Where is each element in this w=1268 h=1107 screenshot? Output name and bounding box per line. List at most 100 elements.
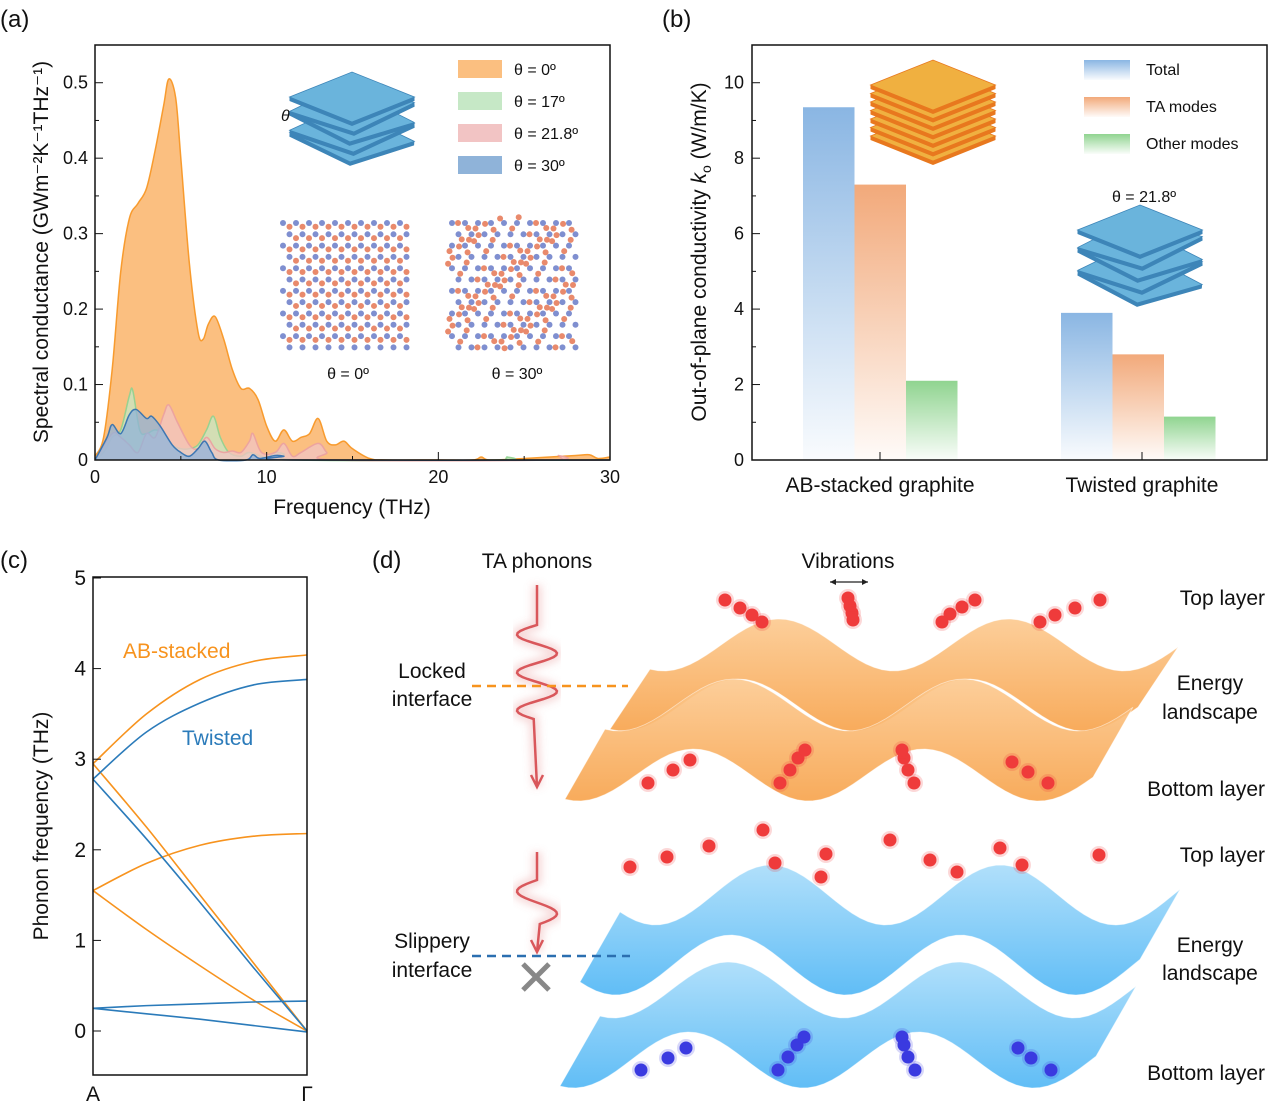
atom-blue bbox=[286, 231, 293, 238]
atom-blue bbox=[345, 287, 351, 294]
atom-orange bbox=[507, 242, 513, 249]
atom-blue bbox=[475, 310, 481, 317]
atom-blue bbox=[566, 287, 572, 294]
atom-orange bbox=[351, 246, 358, 253]
atom-blue bbox=[319, 287, 325, 294]
x-axis-label: Frequency (THz) bbox=[273, 496, 431, 519]
atom-orange bbox=[299, 223, 306, 230]
atom-orange bbox=[286, 291, 293, 298]
atom-bottom-locked bbox=[683, 753, 697, 767]
atom-orange bbox=[319, 325, 325, 332]
atom-bottom-locked bbox=[901, 763, 915, 777]
atom-blue bbox=[553, 333, 559, 340]
atom-blue bbox=[527, 287, 533, 294]
atom-orange bbox=[552, 344, 559, 351]
phonon-wave-arrow-slippery bbox=[515, 852, 559, 953]
atom-orange bbox=[299, 314, 306, 321]
atom-orange bbox=[561, 248, 568, 255]
atom-orange bbox=[457, 270, 464, 277]
top-energy-surface-locked bbox=[609, 618, 1179, 732]
legend-label: θ = 17º bbox=[514, 94, 565, 111]
atom-orange bbox=[371, 280, 377, 287]
atom-bottom-slippery bbox=[1024, 1051, 1038, 1065]
atom-orange bbox=[397, 280, 403, 287]
atom-blue bbox=[514, 287, 520, 294]
atom-blue bbox=[540, 265, 546, 272]
bottom-layer-label-slippery: Bottom layer bbox=[1147, 1062, 1265, 1085]
panel-label-b: (b) bbox=[662, 6, 691, 33]
atom-blue bbox=[462, 287, 468, 294]
legend-swatch bbox=[458, 92, 502, 110]
atom-orange bbox=[319, 280, 325, 287]
atom-blue bbox=[397, 220, 403, 226]
atom-orange bbox=[377, 223, 384, 230]
atom-blue bbox=[306, 265, 312, 272]
atom-orange bbox=[345, 325, 351, 332]
atom-orange bbox=[286, 314, 293, 321]
atom-bottom-slippery bbox=[1044, 1063, 1058, 1077]
stack-theta-label: θ bbox=[281, 108, 290, 125]
atom-orange bbox=[312, 269, 319, 276]
legend-swatch bbox=[458, 60, 502, 78]
atom-blue bbox=[527, 242, 533, 249]
atom-blue bbox=[501, 265, 507, 272]
atom-blue bbox=[364, 231, 371, 238]
atom-orange bbox=[332, 235, 338, 242]
atom-blue bbox=[384, 265, 390, 272]
atom-blue bbox=[286, 276, 293, 283]
legend-swatch bbox=[458, 156, 502, 174]
atom-top-locked bbox=[943, 607, 957, 621]
atom-top-locked bbox=[1093, 593, 1107, 607]
twisted-stack-inset bbox=[288, 71, 416, 166]
atom-orange bbox=[390, 223, 397, 230]
atom-orange bbox=[312, 291, 319, 298]
atom-blue bbox=[566, 220, 572, 226]
atom-orange bbox=[312, 314, 319, 321]
atom-bottom-slippery bbox=[908, 1063, 922, 1077]
atom-orange bbox=[482, 220, 489, 227]
atom-blue bbox=[449, 333, 455, 340]
y-tick-label: 2 bbox=[734, 375, 744, 395]
atom-orange bbox=[552, 276, 559, 283]
atom-blue bbox=[572, 321, 579, 328]
atom-orange bbox=[371, 302, 377, 309]
atom-blue bbox=[475, 242, 481, 249]
atom-orange bbox=[497, 283, 504, 290]
atom-orange bbox=[325, 223, 332, 230]
atom-blue bbox=[533, 253, 540, 260]
atom-blue bbox=[338, 344, 345, 351]
atom-blue bbox=[319, 333, 325, 340]
atom-blue bbox=[494, 321, 501, 328]
x-tick-label-gamma: Γ bbox=[301, 1083, 313, 1106]
atom-blue bbox=[455, 231, 462, 238]
atom-blue bbox=[338, 276, 345, 283]
x-tick-label: 20 bbox=[428, 467, 448, 487]
atom-orange bbox=[325, 291, 332, 298]
atom-orange bbox=[397, 302, 403, 309]
atom-orange bbox=[510, 326, 517, 333]
atom-orange bbox=[384, 257, 390, 264]
atom-blue bbox=[299, 299, 306, 306]
atom-blue bbox=[377, 253, 384, 260]
atom-blue bbox=[351, 253, 358, 260]
atom-blue bbox=[306, 333, 312, 340]
y-axis-label: Out-of-plane conductivity ko (W/m/K) bbox=[688, 82, 714, 421]
atom-orange bbox=[319, 257, 325, 264]
atom-blue bbox=[280, 333, 286, 340]
atom-blue bbox=[325, 299, 332, 306]
atom-orange bbox=[384, 302, 390, 309]
top-energy-surface-slippery bbox=[579, 864, 1181, 996]
atom-orange bbox=[345, 235, 351, 242]
atom-blue bbox=[501, 220, 507, 226]
atom-orange bbox=[516, 339, 523, 346]
atom-orange bbox=[517, 315, 524, 322]
atom-top-locked bbox=[968, 593, 982, 607]
atom-blue bbox=[325, 253, 332, 260]
atom-orange bbox=[403, 246, 410, 253]
atom-blue bbox=[293, 242, 299, 249]
atom-blue bbox=[455, 321, 462, 328]
legend-swatch bbox=[1084, 60, 1130, 80]
atom-blue bbox=[364, 299, 371, 306]
atom-blue bbox=[325, 344, 332, 351]
atom-blue bbox=[280, 242, 286, 249]
